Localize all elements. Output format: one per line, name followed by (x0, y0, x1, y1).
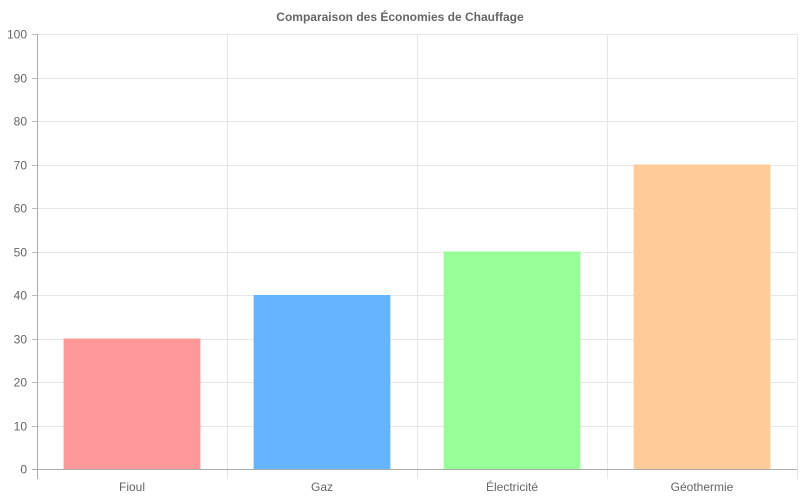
y-tick-label: 10 (14, 420, 28, 434)
bar-3 (443, 251, 581, 469)
x-tick-label: Électricité (486, 479, 538, 494)
x-tick-label: Fioul (119, 480, 145, 494)
x-axis-tick-labels: Fioul Gaz Électricité Géothermie (119, 479, 734, 494)
bar-series (63, 164, 771, 469)
y-tick-label: 40 (14, 289, 28, 303)
bar-1 (63, 338, 201, 469)
x-tick-label: Géothermie (671, 480, 734, 494)
y-tick-label: 50 (14, 246, 28, 260)
y-tick-label: 90 (14, 72, 28, 86)
y-tick-label: 100 (7, 28, 27, 42)
bar-2 (253, 295, 391, 469)
bar-4 (633, 164, 771, 469)
chart-title: Comparaison des Économies de Chauffage (276, 9, 524, 24)
y-axis-tick-labels: 0 10 20 30 40 50 60 70 80 90 100 (7, 28, 27, 477)
y-tick-label: 0 (20, 463, 27, 477)
x-tick-label: Gaz (311, 480, 333, 494)
y-tick-label: 60 (14, 202, 28, 216)
grid-lines (32, 34, 798, 479)
axes (32, 34, 797, 479)
y-tick-label: 30 (14, 333, 28, 347)
y-tick-label: 70 (14, 159, 28, 173)
y-tick-label: 20 (14, 376, 28, 390)
y-tick-label: 80 (14, 115, 28, 129)
